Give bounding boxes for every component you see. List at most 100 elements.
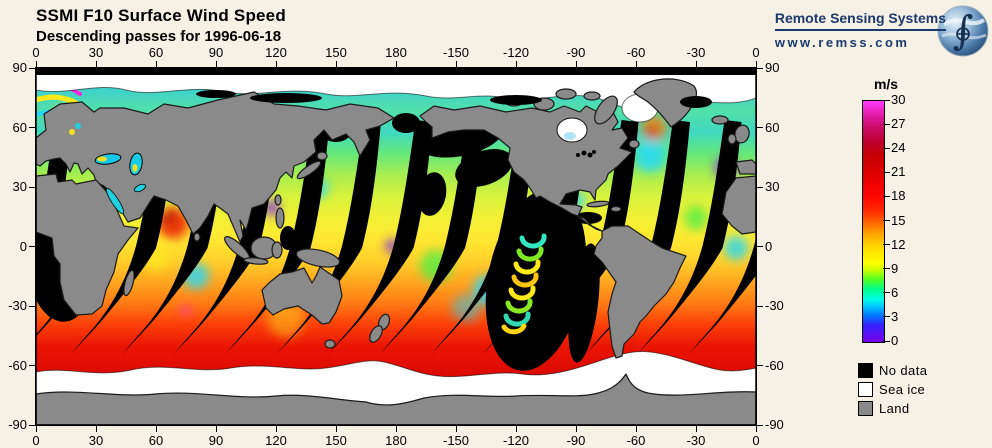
lat-tick-label-left: 60 <box>12 119 27 135</box>
lat-tick-right <box>756 67 763 69</box>
land-philippines <box>275 207 285 229</box>
branding-url[interactable]: www.remss.com <box>774 35 910 50</box>
lon-tick-top <box>215 61 217 68</box>
inland-seas <box>69 117 596 215</box>
colorbar-tick <box>883 147 890 149</box>
lat-tick-label-left: 30 <box>12 179 27 194</box>
lon-tick-label-bottom: 90 <box>208 433 224 448</box>
lon-tick-bottom <box>155 425 157 432</box>
land-taiwan <box>274 194 282 206</box>
lon-tick-top <box>275 61 277 68</box>
lon-tick-top <box>455 61 457 68</box>
persian-gulf <box>134 183 146 193</box>
land-swatch <box>858 401 873 416</box>
lat-tick-label-right: -60 <box>765 357 784 373</box>
land-eurasia <box>36 91 395 243</box>
lon-tick-bottom <box>215 425 217 432</box>
lon-tick-label-bottom: 120 <box>265 433 287 448</box>
lon-tick-top <box>635 61 637 68</box>
lat-tick-left <box>29 127 36 128</box>
great-lakes <box>576 150 596 158</box>
colorbar-tick-label: 12 <box>891 236 906 252</box>
land-ellesmere <box>583 91 601 101</box>
land-iceland <box>711 115 729 125</box>
lon-tick-label-bottom: 0 <box>752 433 760 448</box>
world-map <box>35 67 757 426</box>
colorbar-tick-label: 9 <box>891 260 899 276</box>
land-hispaniola <box>610 205 622 213</box>
lon-tick-bottom <box>635 425 637 432</box>
lat-tick-right <box>756 365 763 366</box>
lon-tick-label-bottom: 0 <box>32 433 40 448</box>
lat-tick-right <box>756 186 763 188</box>
lat-tick-label-left: -60 <box>8 357 27 373</box>
lon-tick-label-bottom: 180 <box>385 433 407 448</box>
lon-tick-bottom <box>455 425 457 432</box>
lon-tick-top <box>695 61 697 68</box>
land-uk <box>734 124 750 144</box>
lon-tick-label-top: -90 <box>566 45 586 60</box>
lat-tick-label-right: 0 <box>765 238 773 254</box>
lat-tick-left <box>29 424 36 426</box>
lon-tick-bottom <box>95 425 97 432</box>
lat-tick-right <box>756 246 763 247</box>
colorbar-tick-label: 15 <box>891 212 906 228</box>
lon-tick-label-top: -150 <box>442 45 470 60</box>
lon-tick-label-top: -60 <box>626 45 646 60</box>
land-tasmania <box>324 339 336 349</box>
land-hokkaido <box>316 151 328 161</box>
branding-name[interactable]: Remote Sensing Systems <box>774 10 946 31</box>
lon-tick-label-bottom: 60 <box>148 433 164 448</box>
lon-tick-label-top: 90 <box>208 45 224 60</box>
land-ireland <box>727 133 737 145</box>
sea-ice-label: Sea ice <box>879 382 926 397</box>
lat-tick-label-right: -30 <box>765 298 784 313</box>
land-new-guinea <box>295 248 341 268</box>
lon-tick-top <box>155 61 157 68</box>
lon-tick-label-bottom: 150 <box>325 433 347 448</box>
colorbar-tick-label: 18 <box>891 188 906 204</box>
lat-tick-label-right: 30 <box>765 179 780 194</box>
land-honshu <box>296 160 322 180</box>
land-newfoundland <box>628 139 640 149</box>
lon-tick-label-bottom: -60 <box>626 433 646 448</box>
lon-tick-label-top: 180 <box>385 45 407 60</box>
lon-tick-label-top: -120 <box>502 45 530 60</box>
land-africa-east <box>36 173 139 316</box>
lon-tick-label-bottom: -30 <box>686 433 706 448</box>
lon-tick-top <box>35 61 37 68</box>
land-antarctica <box>36 373 756 425</box>
lon-tick-bottom <box>395 425 397 432</box>
lat-tick-label-right: -90 <box>765 417 784 432</box>
colorbar-tick-label: 21 <box>891 164 906 180</box>
land-australia <box>261 266 343 325</box>
lon-tick-label-bottom: 30 <box>88 433 104 448</box>
no-data-label: No data <box>879 363 928 378</box>
colorbar-tick-label: 30 <box>891 92 906 107</box>
land-sulawesi <box>271 241 283 259</box>
lon-tick-top <box>335 61 337 68</box>
lon-tick-label-top: -30 <box>686 45 706 60</box>
black-sea <box>94 153 122 165</box>
lon-tick-bottom <box>695 425 697 432</box>
land-java <box>243 257 269 265</box>
lon-tick-bottom <box>515 425 517 432</box>
land-arctic-island <box>555 88 577 100</box>
lon-tick-label-bottom: -120 <box>502 433 530 448</box>
lon-tick-top <box>395 61 397 68</box>
svg-text:∫: ∫ <box>953 8 974 54</box>
lon-tick-label-top: 0 <box>752 45 760 60</box>
lat-tick-left <box>29 67 36 69</box>
wind-speed-colorbar <box>862 100 885 343</box>
colorbar-tick <box>883 123 890 125</box>
swath-overlap-crescents <box>501 233 547 335</box>
lon-tick-top <box>755 61 757 68</box>
land-cuba <box>586 200 610 208</box>
red-sea <box>105 187 125 215</box>
colorbar-tick-label: 3 <box>891 308 899 324</box>
lon-tick-top <box>515 61 517 68</box>
figure-subtitle: Descending passes for 1996-06-18 <box>36 28 282 45</box>
colorbar-tick <box>883 171 890 173</box>
wind-speed-map-svg <box>35 67 757 426</box>
land-nz-south <box>369 325 383 343</box>
